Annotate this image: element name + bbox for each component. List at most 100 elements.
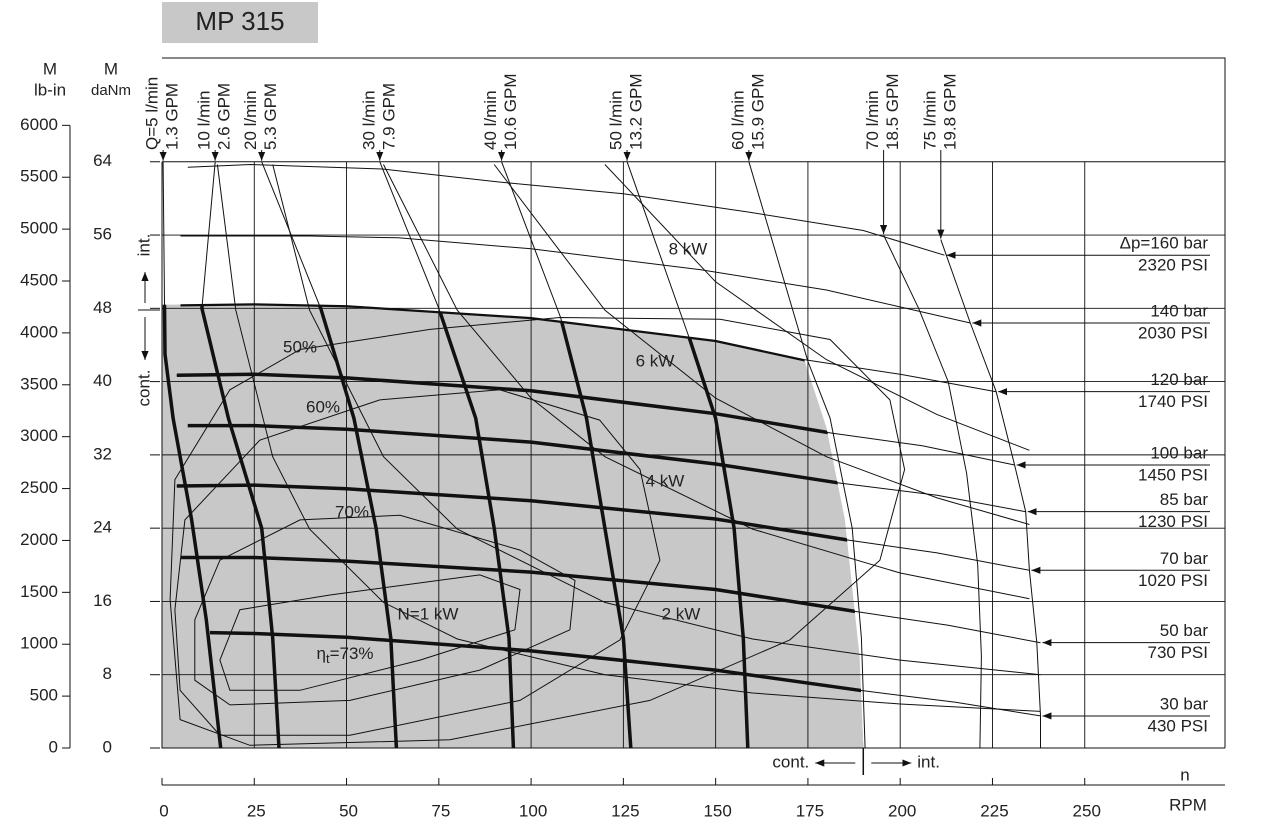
pressure-psi: 1450 PSI [1138, 465, 1208, 484]
power-curve [604, 164, 1030, 451]
x-tick-label: 150 [703, 801, 731, 820]
x-tick-label: 100 [519, 801, 547, 820]
pressure-curve-cont [176, 483, 864, 573]
flow-gpm: 5.3 GPM [261, 83, 280, 150]
y-unit: daNm [91, 82, 131, 99]
flow-label: 10 l/min [195, 90, 214, 150]
efficiency-curve [169, 316, 906, 746]
pressure-label: Δp=160 bar [1120, 234, 1209, 253]
x-unit: RPM [1169, 795, 1207, 814]
y2-tick-label: 4500 [20, 270, 58, 289]
flow-curve-cont [378, 303, 516, 748]
pressure-curve-cont [187, 423, 864, 514]
frame [161, 57, 1226, 749]
power-label: 2 kW [662, 604, 701, 623]
flow-label: 70 l/min [863, 90, 882, 150]
efficiency-curve [194, 514, 576, 706]
y2-tick-label: 3500 [20, 374, 58, 393]
flow-gpm: 18.5 GPM [883, 73, 902, 150]
y2-tick-label: 5500 [20, 167, 58, 186]
power-label: 8 kW [669, 239, 708, 258]
pressure-label: 30 bar [1160, 694, 1209, 713]
y2-tick-label: 1000 [20, 634, 58, 653]
flow-label: 75 l/min [920, 90, 939, 150]
efficiency-curve [219, 574, 521, 691]
x-tick-label: 225 [980, 801, 1008, 820]
x-tick-label: 25 [247, 801, 266, 820]
efficiency-label: =73% [330, 644, 374, 663]
flow-label: 60 l/min [728, 90, 747, 150]
pressure-curve-cont [188, 165, 945, 256]
efficiency-curve [174, 389, 661, 736]
pressure-curve-cont [176, 372, 864, 467]
pressure-label: 100 bar [1150, 443, 1208, 462]
x-tick-label: 50 [339, 801, 358, 820]
title-box [162, 2, 318, 43]
efficiency-label: 60% [306, 397, 340, 416]
chart-title: MP 315 [195, 6, 284, 36]
flow-curve-cont [941, 240, 1041, 748]
pressure-psi: 1740 PSI [1138, 392, 1208, 411]
flow-curve [940, 239, 1041, 748]
flow-curve-cont [200, 303, 281, 748]
pressure-label: 120 bar [1150, 370, 1208, 389]
flow-gpm: 19.8 GPM [940, 73, 959, 150]
pressure-curve [187, 163, 945, 256]
x-tick-label: 0 [159, 801, 168, 820]
y-tick-label: 48 [93, 298, 112, 317]
y-tick-label: 8 [103, 664, 112, 683]
y2-tick-label: 2000 [20, 530, 58, 549]
int-label: int. [917, 752, 940, 771]
flow-gpm: 2.6 GPM [215, 83, 234, 150]
pressure-psi: 730 PSI [1148, 643, 1209, 662]
y2-tick-label: 4000 [20, 322, 58, 341]
pressure-label: 70 bar [1160, 549, 1209, 568]
y2-tick-label: 1500 [20, 582, 58, 601]
x-tick-label: 200 [888, 801, 916, 820]
pressure-psi: 430 PSI [1148, 716, 1209, 735]
efficiency-symbol: η [316, 644, 325, 663]
flow-curve [748, 161, 866, 749]
x-label: n [1180, 765, 1189, 784]
power-label: 6 kW [636, 351, 675, 370]
flow-label: 50 l/min [607, 90, 626, 150]
pressure-psi: 2030 PSI [1138, 323, 1208, 342]
y-tick-label: 32 [93, 444, 112, 463]
y2-label: M [43, 59, 57, 78]
y2-tick-label: 6000 [20, 115, 58, 134]
cont-label: cont. [134, 370, 153, 407]
y2-tick-label: 3000 [20, 426, 58, 445]
y-tick-label: 0 [103, 737, 112, 756]
power-curve [216, 164, 1041, 712]
efficiency-label: ηt=73% [316, 644, 373, 666]
pressure-psi: 2320 PSI [1138, 256, 1208, 275]
flow-curve-cont [162, 303, 223, 748]
int-label: int. [134, 234, 153, 257]
power-curve [272, 164, 1041, 676]
flow-curve [883, 234, 982, 749]
y2-tick-label: 2500 [20, 478, 58, 497]
x-tick-label: 75 [431, 801, 450, 820]
flow-curve-cont [260, 303, 399, 748]
power-label: N=1 kW [398, 604, 459, 623]
flow-gpm: 10.6 GPM [501, 73, 520, 150]
y-tick-label: 24 [93, 518, 112, 537]
y2-tick-label: 5000 [20, 219, 58, 238]
efficiency-label: 50% [283, 337, 317, 356]
flow-gpm: 15.9 GPM [748, 73, 767, 150]
x-tick-label: 250 [1073, 801, 1101, 820]
flow-gpm: 13.2 GPM [627, 73, 646, 150]
cont-label: cont. [772, 752, 809, 771]
pressure-curve [180, 235, 971, 324]
flow-label: 30 l/min [359, 90, 378, 150]
pressure-label: 140 bar [1150, 301, 1208, 320]
power-curve [383, 164, 1030, 600]
flow-gpm: 1.3 GPM [163, 83, 182, 150]
flow-curve-cont [499, 303, 633, 748]
power-label: 4 kW [646, 471, 685, 490]
efficiency-subscript: t [326, 651, 330, 666]
y2-tick-label: 500 [30, 686, 58, 705]
y2-tick-label: 0 [49, 737, 58, 756]
efficiency-label: 70% [335, 502, 369, 521]
